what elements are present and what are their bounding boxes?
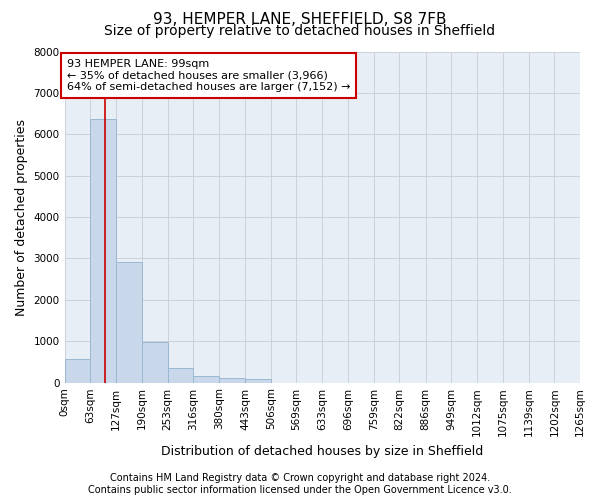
Bar [90,118,116,382]
X-axis label: Distribution of detached houses by size in Sheffield: Distribution of detached houses by size … [161,444,484,458]
Y-axis label: Number of detached properties: Number of detached properties [15,118,28,316]
Text: 93 HEMPER LANE: 99sqm
← 35% of detached houses are smaller (3,966)
64% of semi-d: 93 HEMPER LANE: 99sqm ← 35% of detached … [67,59,350,92]
Bar [116,262,142,382]
Text: Size of property relative to detached houses in Sheffield: Size of property relative to detached ho… [104,24,496,38]
Bar [220,378,245,382]
Bar [167,368,193,382]
Bar [65,359,90,382]
Bar [245,379,271,382]
Text: 93, HEMPER LANE, SHEFFIELD, S8 7FB: 93, HEMPER LANE, SHEFFIELD, S8 7FB [153,12,447,28]
Text: Contains HM Land Registry data © Crown copyright and database right 2024.
Contai: Contains HM Land Registry data © Crown c… [88,474,512,495]
Bar [142,342,167,382]
Bar [193,376,219,382]
